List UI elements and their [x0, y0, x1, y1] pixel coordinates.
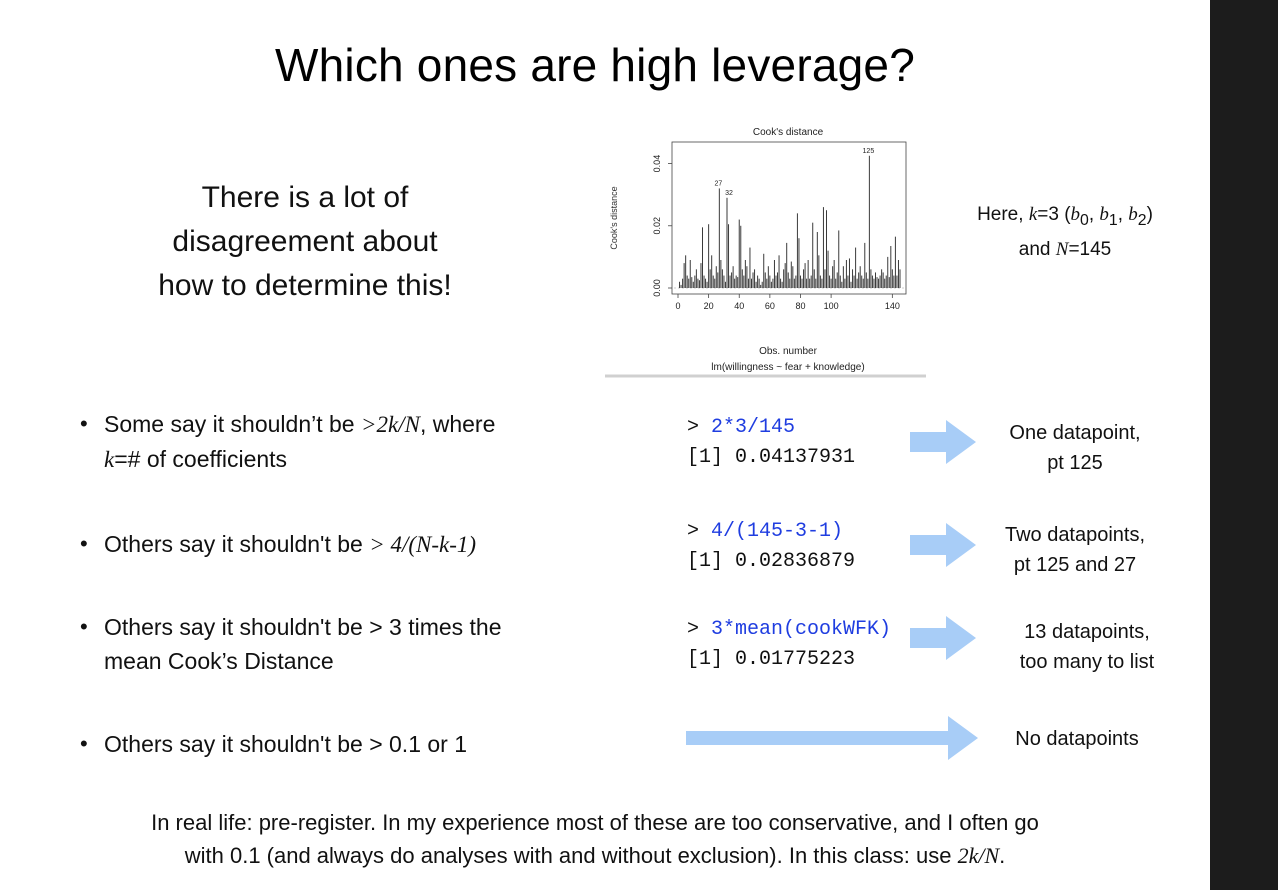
result-4: No datapoints [977, 724, 1177, 754]
slide-title: Which ones are high leverage? [275, 39, 915, 91]
code-command: 2*3/145 [711, 416, 796, 439]
bullet-dot: • [80, 614, 88, 639]
x-tick-label: 20 [704, 301, 714, 311]
code-command: 4/(145-3-1) [711, 520, 844, 543]
long-arrow-icon [686, 716, 978, 760]
result-2: Two datapoints, pt 125 and 27 [975, 520, 1175, 580]
slide: Which ones are high leverage? There is a… [20, 39, 1190, 872]
result-line: No datapoints [1015, 728, 1139, 750]
x-tick-label: 100 [824, 301, 839, 311]
arrow-icon [910, 420, 976, 464]
note-var-b1: b [1099, 204, 1109, 225]
code-prompt: > [687, 416, 700, 439]
y-axis-label: Cook's distance [609, 186, 619, 249]
parameter-note: Here, k=3 (b0, b1, b2) and N=145 [940, 200, 1190, 264]
x-tick-label: 60 [765, 301, 775, 311]
note-sub: 2 [1137, 211, 1147, 229]
rule-text: Others say it shouldn't be > 4/(N-k-1) [104, 531, 477, 557]
rule-text: Others say it shouldn't be > 0.1 or 1 [104, 731, 468, 757]
code-command: 3*mean(cookWFK) [711, 618, 892, 641]
chart-title: Cook's distance [753, 127, 824, 138]
result-line: 13 datapoints, [1024, 621, 1150, 643]
x-tick-label: 140 [885, 301, 900, 311]
note-sub: 1 [1108, 211, 1118, 229]
cooks-distance-plot: Cook's distance Cook's distance Obs. num… [600, 118, 930, 383]
result-line: Two datapoints, [1004, 524, 1146, 546]
plot-frame [671, 141, 907, 295]
note-line-1: Here, k=3 (b0, b1, b2) [977, 204, 1153, 229]
y-tick-label: 0.04 [652, 155, 662, 173]
y-tick-label: 0.00 [652, 279, 662, 297]
code-output: [1] 0.01775223 [687, 648, 856, 671]
x-tick-label: 80 [795, 301, 805, 311]
note-var-k: k [1028, 204, 1038, 225]
intro-text: There is a lot of disagreement about how… [105, 176, 505, 308]
arrow-icon [910, 523, 976, 567]
rule-bullet-2: • Others say it shouldn't be > 4/(N-k-1) [80, 527, 620, 562]
note-text: =145 [1068, 238, 1112, 260]
x-tick-label: 0 [675, 301, 680, 311]
footer-line-1: In real life: pre-register. In my experi… [151, 810, 1039, 835]
note-var-b0: b [1070, 204, 1081, 225]
y-tick-label: 0.02 [652, 217, 662, 235]
outlier-label: 32 [725, 190, 733, 197]
note-var-N: N [1055, 238, 1069, 260]
bullet-dot: • [80, 731, 88, 756]
footer-formula: 2k/N [957, 843, 1000, 868]
rule-text: Some say it shouldn’t be >2k/N, where k=#… [104, 411, 496, 472]
footer-text: In real life: pre-register. In my experi… [20, 806, 1170, 872]
result-line: One datapoint, [1009, 422, 1141, 444]
model-formula: lm(willingness ~ fear + knowledge) [711, 362, 864, 373]
footer-line-2: with 0.1 (and always do analyses with an… [184, 843, 1006, 868]
rule-bullet-3: • Others say it shouldn't be > 3 times t… [80, 610, 620, 678]
note-var-b2: b [1128, 204, 1138, 225]
intro-line: how to determine this! [158, 269, 452, 302]
code-block-3: > 3*mean(cookWFK) [1] 0.01775223 [687, 615, 927, 675]
outlier-label: 125 [863, 148, 875, 155]
intro-line: disagreement about [172, 225, 438, 258]
bullet-dot: • [80, 531, 88, 556]
result-3: 13 datapoints, too many to list [987, 617, 1187, 677]
result-line: pt 125 and 27 [1013, 554, 1137, 576]
rule-text: Others say it shouldn't be > 3 times the… [104, 614, 502, 674]
note-text: ) [1146, 204, 1153, 225]
side-bar [1210, 0, 1278, 890]
code-output: [1] 0.02836879 [687, 550, 856, 573]
rule-bullet-4: • Others say it shouldn't be > 0.1 or 1 [80, 727, 620, 761]
code-prompt: > [687, 520, 700, 543]
result-1: One datapoint, pt 125 [975, 418, 1175, 478]
arrow-icon [910, 616, 976, 660]
note-line-2: and N=145 [940, 235, 1190, 264]
note-text: Here, [977, 204, 1029, 225]
result-line: too many to list [1019, 651, 1155, 673]
x-axis-label: Obs. number [759, 346, 817, 357]
x-tick-label: 40 [734, 301, 744, 311]
code-block-1: > 2*3/145 [1] 0.04137931 [687, 413, 927, 473]
note-sub: 0 [1080, 211, 1089, 229]
code-output: [1] 0.04137931 [687, 446, 856, 469]
code-block-2: > 4/(145-3-1) [1] 0.02836879 [687, 517, 927, 577]
note-text: =3 ( [1037, 204, 1071, 225]
note-text: and [1018, 238, 1056, 260]
code-prompt: > [687, 618, 700, 641]
intro-line: There is a lot of [201, 181, 409, 214]
outlier-label: 27 [714, 180, 722, 187]
result-line: pt 125 [1047, 452, 1103, 474]
rule-bullet-1: • Some say it shouldn’t be >2k/N, where k… [80, 407, 620, 477]
bullet-dot: • [80, 411, 88, 436]
